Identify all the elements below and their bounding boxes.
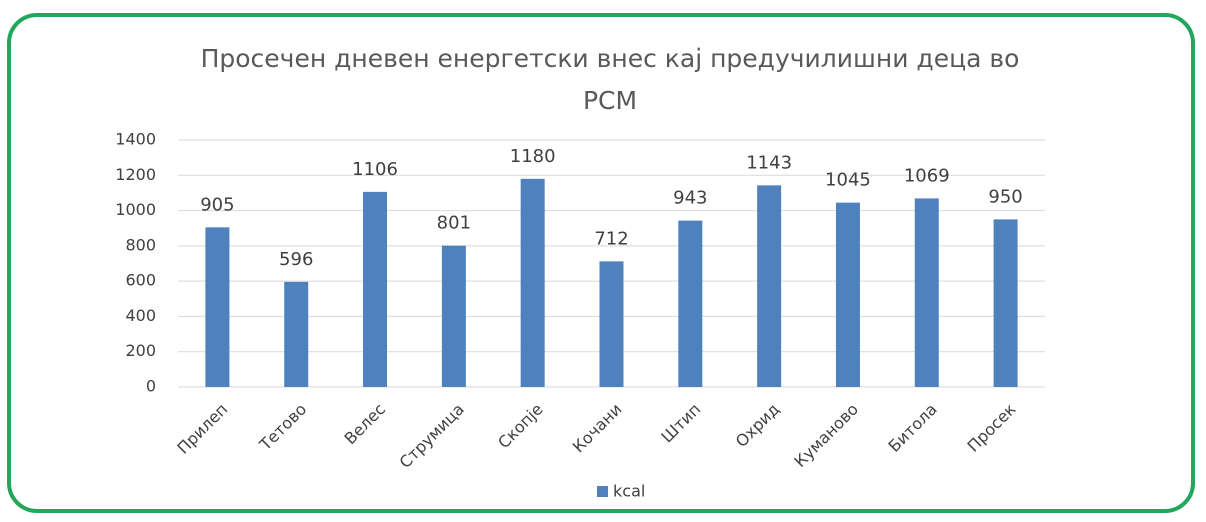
x-tick-label: Куманово bbox=[790, 400, 862, 472]
data-label: 905 bbox=[200, 194, 234, 215]
data-label: 1045 bbox=[825, 170, 871, 191]
y-tick-label: 1200 bbox=[115, 165, 156, 184]
bar bbox=[520, 178, 545, 387]
x-tick-label: Битола bbox=[885, 400, 941, 456]
x-tick-label: Струмица bbox=[396, 400, 468, 472]
y-tick-label: 800 bbox=[125, 235, 156, 254]
x-tick-label: Скопје bbox=[494, 400, 547, 453]
data-label: 1143 bbox=[746, 152, 792, 173]
bar bbox=[363, 191, 388, 387]
y-tick-label: 1400 bbox=[115, 130, 156, 149]
x-tick-label: Просек bbox=[964, 399, 1020, 455]
y-tick-label: 1000 bbox=[115, 200, 156, 219]
legend-label: kcal bbox=[613, 482, 645, 501]
legend-swatch bbox=[597, 486, 608, 497]
bar bbox=[993, 219, 1018, 387]
x-tick-label: Кочани bbox=[569, 400, 626, 457]
x-tick-label: Прилеп bbox=[173, 400, 231, 458]
bar bbox=[441, 245, 466, 387]
y-tick-label: 200 bbox=[125, 341, 156, 360]
data-label: 1069 bbox=[904, 165, 950, 186]
data-label: 801 bbox=[437, 213, 471, 234]
y-tick-label: 0 bbox=[146, 377, 156, 396]
y-tick-label: 400 bbox=[125, 306, 156, 325]
frame bbox=[7, 13, 1195, 513]
data-label: 712 bbox=[594, 228, 628, 249]
x-tick-label: Велес bbox=[340, 400, 389, 449]
data-label: 950 bbox=[988, 186, 1022, 207]
data-label: 596 bbox=[279, 249, 313, 270]
x-tick-label: Штип bbox=[657, 400, 704, 447]
bar bbox=[599, 261, 624, 387]
x-tick-label: Охрид bbox=[732, 400, 783, 451]
bar bbox=[835, 202, 860, 387]
chart-title: Просечен дневен енергетски внес кај пред… bbox=[200, 44, 1020, 115]
y-tick-label: 600 bbox=[125, 271, 156, 290]
bar bbox=[284, 281, 309, 387]
x-tick-label: Тетово bbox=[255, 400, 310, 455]
bar bbox=[205, 227, 230, 387]
bar bbox=[678, 220, 703, 387]
bar bbox=[914, 198, 939, 387]
data-label: 943 bbox=[673, 188, 707, 209]
bar bbox=[757, 185, 782, 387]
data-label: 1180 bbox=[510, 146, 556, 167]
data-label: 1106 bbox=[352, 159, 398, 180]
